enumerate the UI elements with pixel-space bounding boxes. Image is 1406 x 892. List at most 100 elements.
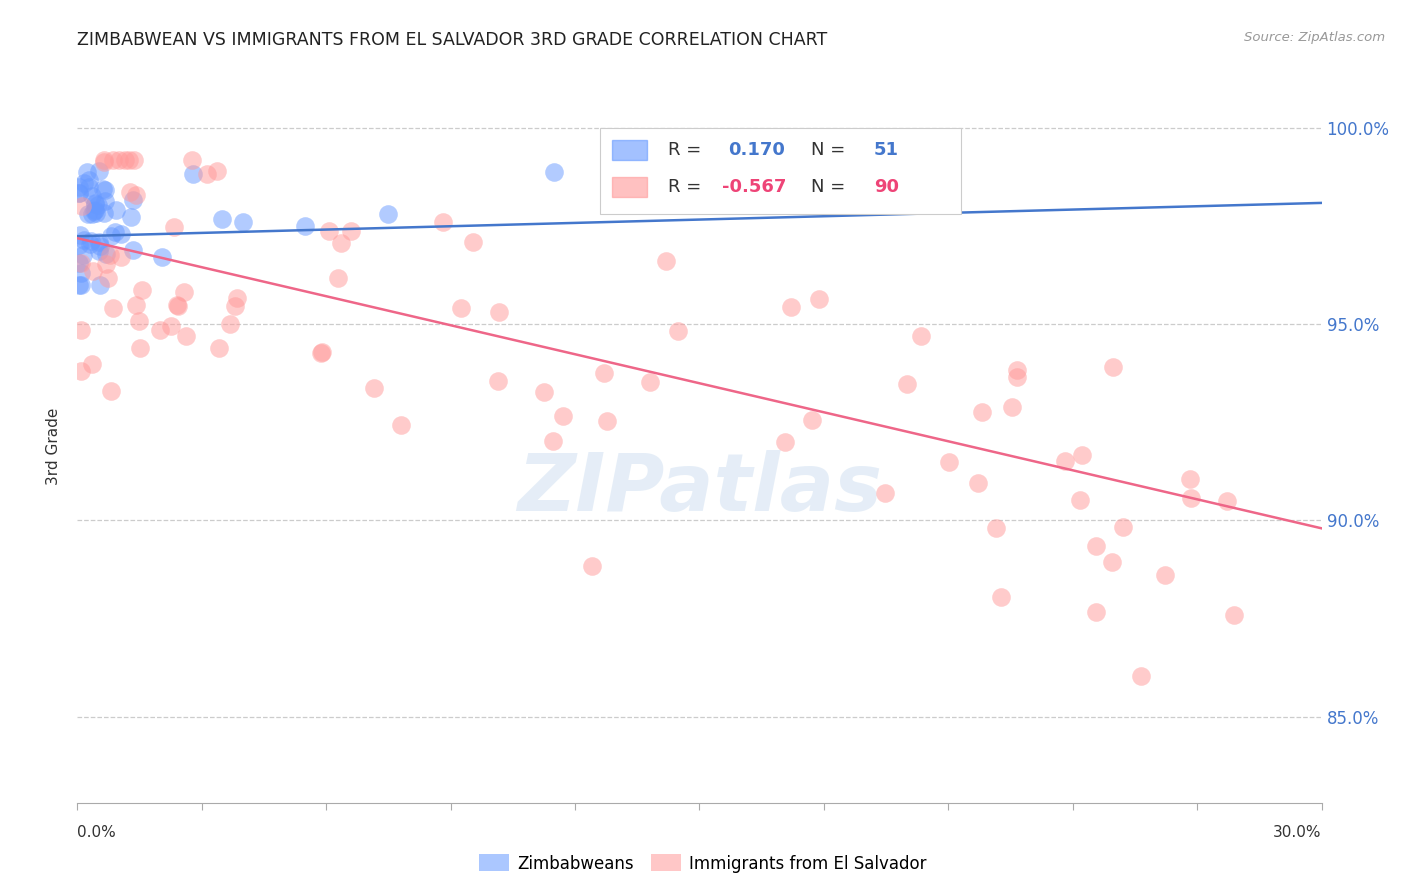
Point xyxy=(873,486,896,500)
Bar xyxy=(613,140,647,160)
Point xyxy=(128,314,150,328)
Point xyxy=(463,235,485,249)
Point xyxy=(67,186,90,200)
Point xyxy=(70,323,93,337)
Text: 0.0%: 0.0% xyxy=(77,825,117,840)
Point xyxy=(1053,454,1076,468)
Point xyxy=(77,180,100,194)
Legend: Zimbabweans, Immigrants from El Salvador: Zimbabweans, Immigrants from El Salvador xyxy=(472,847,934,880)
Point xyxy=(94,194,117,208)
Point xyxy=(318,224,340,238)
Point xyxy=(990,590,1012,604)
Text: 90: 90 xyxy=(873,178,898,196)
Text: 30.0%: 30.0% xyxy=(1274,825,1322,840)
Point xyxy=(118,185,141,199)
Point xyxy=(67,180,90,194)
Text: -0.567: -0.567 xyxy=(721,178,786,196)
Point xyxy=(205,164,228,178)
Point xyxy=(173,285,195,300)
FancyBboxPatch shape xyxy=(600,128,960,214)
Point xyxy=(340,224,363,238)
Point xyxy=(309,345,332,359)
Point xyxy=(363,380,385,394)
Point xyxy=(581,558,603,573)
Point xyxy=(70,364,93,378)
Point xyxy=(72,199,94,213)
Point xyxy=(166,298,188,312)
Point xyxy=(73,176,96,190)
Point xyxy=(82,263,104,277)
Point xyxy=(87,244,110,259)
Point xyxy=(328,271,350,285)
Text: 51: 51 xyxy=(873,141,898,159)
Point xyxy=(131,283,153,297)
Point xyxy=(195,167,218,181)
Point xyxy=(1154,568,1177,582)
Point xyxy=(668,324,690,338)
Point xyxy=(80,357,103,371)
Point xyxy=(125,188,148,202)
Point xyxy=(432,215,454,229)
Point xyxy=(72,248,94,262)
Point xyxy=(553,409,575,424)
Point xyxy=(1069,492,1091,507)
Point xyxy=(70,266,93,280)
Point xyxy=(76,165,98,179)
Point xyxy=(93,153,115,167)
Point xyxy=(76,207,98,221)
Text: N =: N = xyxy=(811,141,852,159)
Point xyxy=(84,195,107,210)
Point xyxy=(800,413,823,427)
Point xyxy=(87,198,110,212)
Point xyxy=(294,219,316,234)
Point xyxy=(94,183,117,197)
Point xyxy=(118,153,141,167)
Point xyxy=(311,345,333,359)
Point xyxy=(377,207,399,221)
Point xyxy=(104,225,127,239)
Point xyxy=(69,228,91,243)
Point xyxy=(100,384,122,398)
Point xyxy=(226,291,249,305)
Point xyxy=(94,247,117,261)
Point xyxy=(780,301,803,315)
Point xyxy=(89,239,111,253)
Point xyxy=(100,248,122,262)
Point xyxy=(543,164,565,178)
Point xyxy=(101,153,124,167)
Point xyxy=(120,210,142,224)
Point xyxy=(1005,363,1028,377)
Point xyxy=(1085,539,1108,553)
Point xyxy=(110,227,132,241)
Text: N =: N = xyxy=(811,178,852,196)
Point xyxy=(174,329,197,343)
Point xyxy=(129,341,152,355)
Point xyxy=(1180,491,1202,505)
Point xyxy=(121,243,143,257)
Point xyxy=(183,168,205,182)
Point xyxy=(596,414,619,428)
Point xyxy=(773,434,796,449)
Text: ZIMBABWEAN VS IMMIGRANTS FROM EL SALVADOR 3RD GRADE CORRELATION CHART: ZIMBABWEAN VS IMMIGRANTS FROM EL SALVADO… xyxy=(77,31,828,49)
Point xyxy=(83,202,105,217)
Point xyxy=(149,323,172,337)
Point xyxy=(1005,370,1028,384)
Point xyxy=(450,301,472,315)
Text: 0.170: 0.170 xyxy=(728,141,785,159)
Point xyxy=(160,318,183,333)
Point xyxy=(103,301,125,315)
Point xyxy=(84,205,107,219)
Point xyxy=(972,405,994,419)
Point xyxy=(163,219,186,234)
Point xyxy=(97,271,120,285)
Point xyxy=(1112,520,1135,534)
Point xyxy=(67,256,90,270)
Point xyxy=(93,155,115,169)
Point xyxy=(896,377,918,392)
Point xyxy=(70,256,93,270)
Point xyxy=(181,153,204,167)
Point xyxy=(105,203,128,218)
Point xyxy=(77,173,100,187)
Point xyxy=(1129,669,1152,683)
Point xyxy=(87,163,110,178)
